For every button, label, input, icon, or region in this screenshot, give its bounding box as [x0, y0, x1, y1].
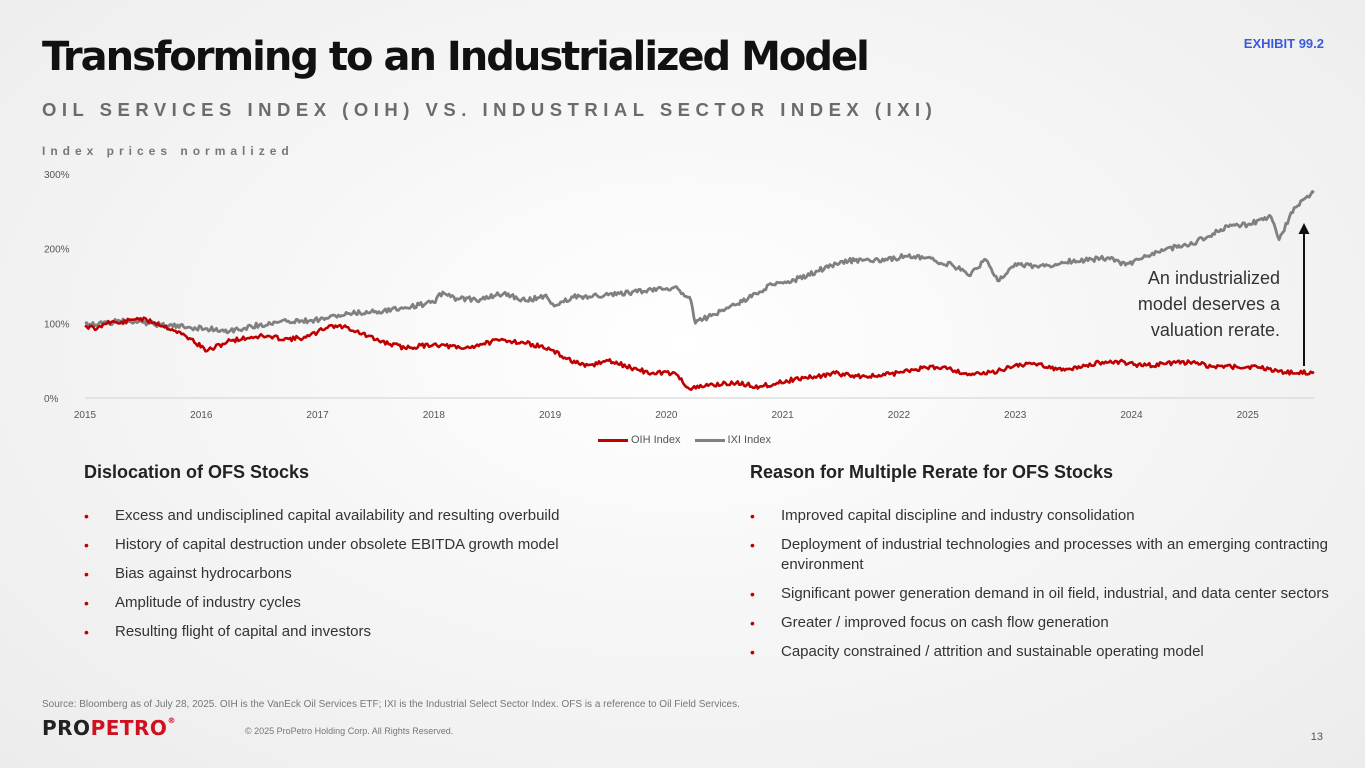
rerate-section: Reason for Multiple Rerate for OFS Stock… [750, 462, 1330, 671]
legend-label-oih: OIH Index [631, 434, 681, 446]
series-line-oih-index [84, 316, 1315, 392]
dislocation-section: Dislocation of OFS Stocks • Excess and un… [84, 462, 684, 651]
rerate-arrow [1298, 223, 1310, 366]
bullet-icon: • [84, 566, 89, 582]
dislocation-heading: Dislocation of OFS Stocks [84, 462, 310, 482]
page-subtitle: OIL SERVICES INDEX (OIH) VS. INDUSTRIAL … [42, 99, 938, 120]
bullet-icon: • [750, 537, 755, 553]
legend-item-ixi: IXI Index [694, 434, 771, 446]
list-item: • Deployment of industrial technologies a… [750, 536, 1328, 573]
page-title: Transforming to an Industrialized Model [42, 34, 870, 80]
list-item: • Capacity constrained / attrition and su… [750, 643, 1204, 660]
x-tick-label: 2017 [306, 410, 329, 421]
x-tick-label: 2019 [539, 410, 562, 421]
legend-item-oih: OIH Index [598, 434, 681, 446]
x-tick-label: 2025 [1237, 410, 1260, 421]
series-lines [84, 190, 1315, 392]
rerate-list: • Improved capital discipline and industr… [750, 506, 1330, 662]
x-tick-label: 2018 [423, 410, 446, 421]
y-tick-label: 200% [44, 245, 70, 256]
bullet-icon: • [750, 508, 755, 524]
series-line-ixi-index [84, 190, 1315, 335]
bullet-icon: • [84, 508, 89, 524]
list-item: • Bias against hydrocarbons [84, 565, 292, 582]
list-item: • Resulting flight of capital and investo… [84, 623, 371, 640]
line-chart: 0%100%200%300% 2015 2016 2017 2018 2019 2020 2… [44, 170, 1315, 421]
propetro-logo: PROPETRO® [42, 716, 176, 740]
chart-legend: OIH Index IXI Index [598, 434, 771, 446]
bullet-icon: • [750, 644, 755, 660]
list-item: • Excess and undisciplined capital availa… [84, 507, 560, 524]
legend-swatch-oih [598, 438, 628, 442]
bullet-icon: • [84, 595, 89, 611]
rerate-heading: Reason for Multiple Rerate for OFS Stock… [750, 462, 1114, 482]
page-number: 13 [1310, 731, 1323, 743]
y-tick-label: 100% [44, 319, 70, 330]
bullet-icon: • [84, 537, 89, 553]
x-tick-label: 2024 [1120, 410, 1143, 421]
exhibit-label: EXHIBIT 99.2 [1243, 36, 1324, 51]
x-axis-ticks: 2015 2016 2017 2018 2019 2020 2021 2022 2023 2024… [74, 410, 1259, 421]
bullet-icon: • [750, 586, 755, 602]
x-tick-label: 2015 [74, 410, 97, 421]
list-item: • Greater / improved focus on cash flow g… [750, 614, 1109, 631]
x-tick-label: 2022 [888, 410, 911, 421]
list-item: • Amplitude of industry cycles [84, 594, 301, 611]
list-item: • Significant power generation demand in … [750, 585, 1329, 602]
x-tick-label: 2021 [772, 410, 795, 421]
bullet-icon: • [84, 624, 89, 640]
y-axis-ticks: 0% 100% 200% 300% [44, 170, 70, 405]
bullet-icon: • [750, 615, 755, 631]
copyright-text: © 2025 ProPetro Holding Corp. All Rights… [245, 726, 454, 736]
legend-swatch-ixi [694, 438, 725, 442]
source-note: Source: Bloomberg as of July 28, 2025. O… [42, 699, 740, 710]
x-tick-label: 2020 [655, 410, 678, 421]
list-item: • Improved capital discipline and industr… [750, 507, 1135, 524]
chart-annotation: An industrialized model deserves a valua… [1137, 268, 1280, 340]
x-tick-label: 2023 [1004, 410, 1027, 421]
chart-note: Index prices normalized [42, 144, 294, 158]
x-tick-label: 2016 [190, 410, 213, 421]
y-tick-label: 300% [44, 170, 70, 181]
list-item: • History of capital destruction under ob… [84, 536, 559, 553]
y-tick-label: 0% [44, 394, 59, 405]
legend-label-ixi: IXI Index [727, 434, 771, 446]
dislocation-list: • Excess and undisciplined capital availa… [84, 506, 684, 642]
